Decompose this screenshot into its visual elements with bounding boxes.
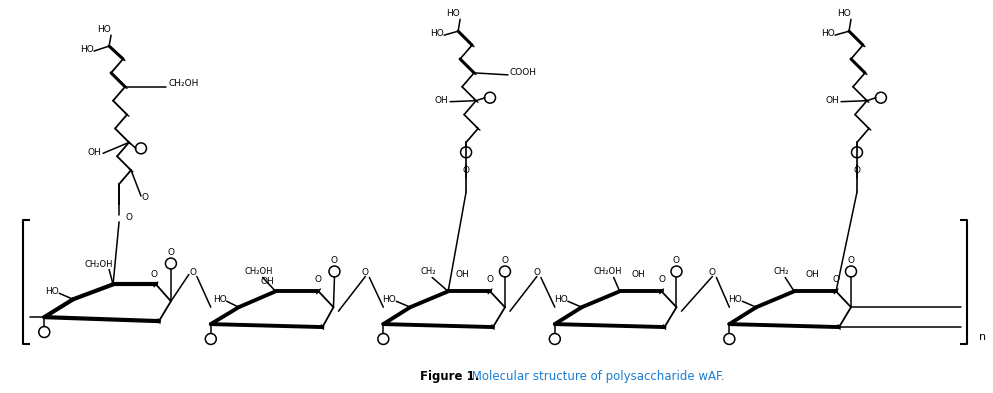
- Text: O: O: [847, 256, 855, 265]
- Text: O: O: [151, 270, 158, 279]
- Text: O: O: [533, 268, 540, 277]
- Text: O: O: [125, 213, 132, 222]
- Text: O: O: [658, 275, 665, 284]
- Text: CH₂: CH₂: [420, 267, 436, 276]
- Text: OH: OH: [260, 277, 274, 286]
- Text: HO: HO: [97, 25, 111, 34]
- Text: OH: OH: [434, 96, 448, 105]
- Text: OH: OH: [825, 96, 839, 105]
- Text: COOH: COOH: [510, 68, 537, 77]
- Text: HO: HO: [213, 295, 226, 304]
- Text: Figure 1.: Figure 1.: [420, 370, 480, 383]
- Text: n: n: [979, 332, 986, 342]
- Text: OH: OH: [805, 270, 819, 279]
- Text: Molecular structure of polysaccharide wAF.: Molecular structure of polysaccharide wA…: [468, 370, 725, 383]
- Text: O: O: [331, 256, 338, 265]
- Text: HO: HO: [446, 9, 460, 18]
- Text: O: O: [463, 166, 470, 174]
- Text: HO: HO: [837, 9, 851, 18]
- Text: OH: OH: [455, 270, 469, 279]
- Text: HO: HO: [554, 295, 568, 304]
- Text: HO: HO: [46, 287, 60, 296]
- Text: HO: HO: [382, 295, 396, 304]
- Text: HO: HO: [821, 29, 835, 38]
- Text: O: O: [854, 166, 861, 174]
- Text: O: O: [832, 275, 839, 284]
- Text: O: O: [361, 268, 368, 277]
- Text: O: O: [487, 275, 494, 284]
- Text: CH₂OH: CH₂OH: [84, 260, 113, 269]
- Text: OH: OH: [87, 148, 101, 157]
- Text: O: O: [501, 256, 508, 265]
- Text: OH: OH: [632, 270, 645, 279]
- Text: O: O: [315, 275, 322, 284]
- Text: CH₂: CH₂: [774, 267, 789, 276]
- Text: O: O: [709, 268, 716, 277]
- Text: O: O: [190, 268, 197, 277]
- Text: CH₂OH: CH₂OH: [594, 267, 622, 276]
- Text: O: O: [168, 248, 175, 257]
- Text: CH₂OH: CH₂OH: [244, 267, 273, 276]
- Text: CH₂OH: CH₂OH: [169, 79, 200, 88]
- Text: O: O: [141, 193, 149, 202]
- Text: HO: HO: [430, 29, 444, 38]
- Text: HO: HO: [80, 44, 94, 53]
- Text: O: O: [673, 256, 680, 265]
- Text: HO: HO: [729, 295, 743, 304]
